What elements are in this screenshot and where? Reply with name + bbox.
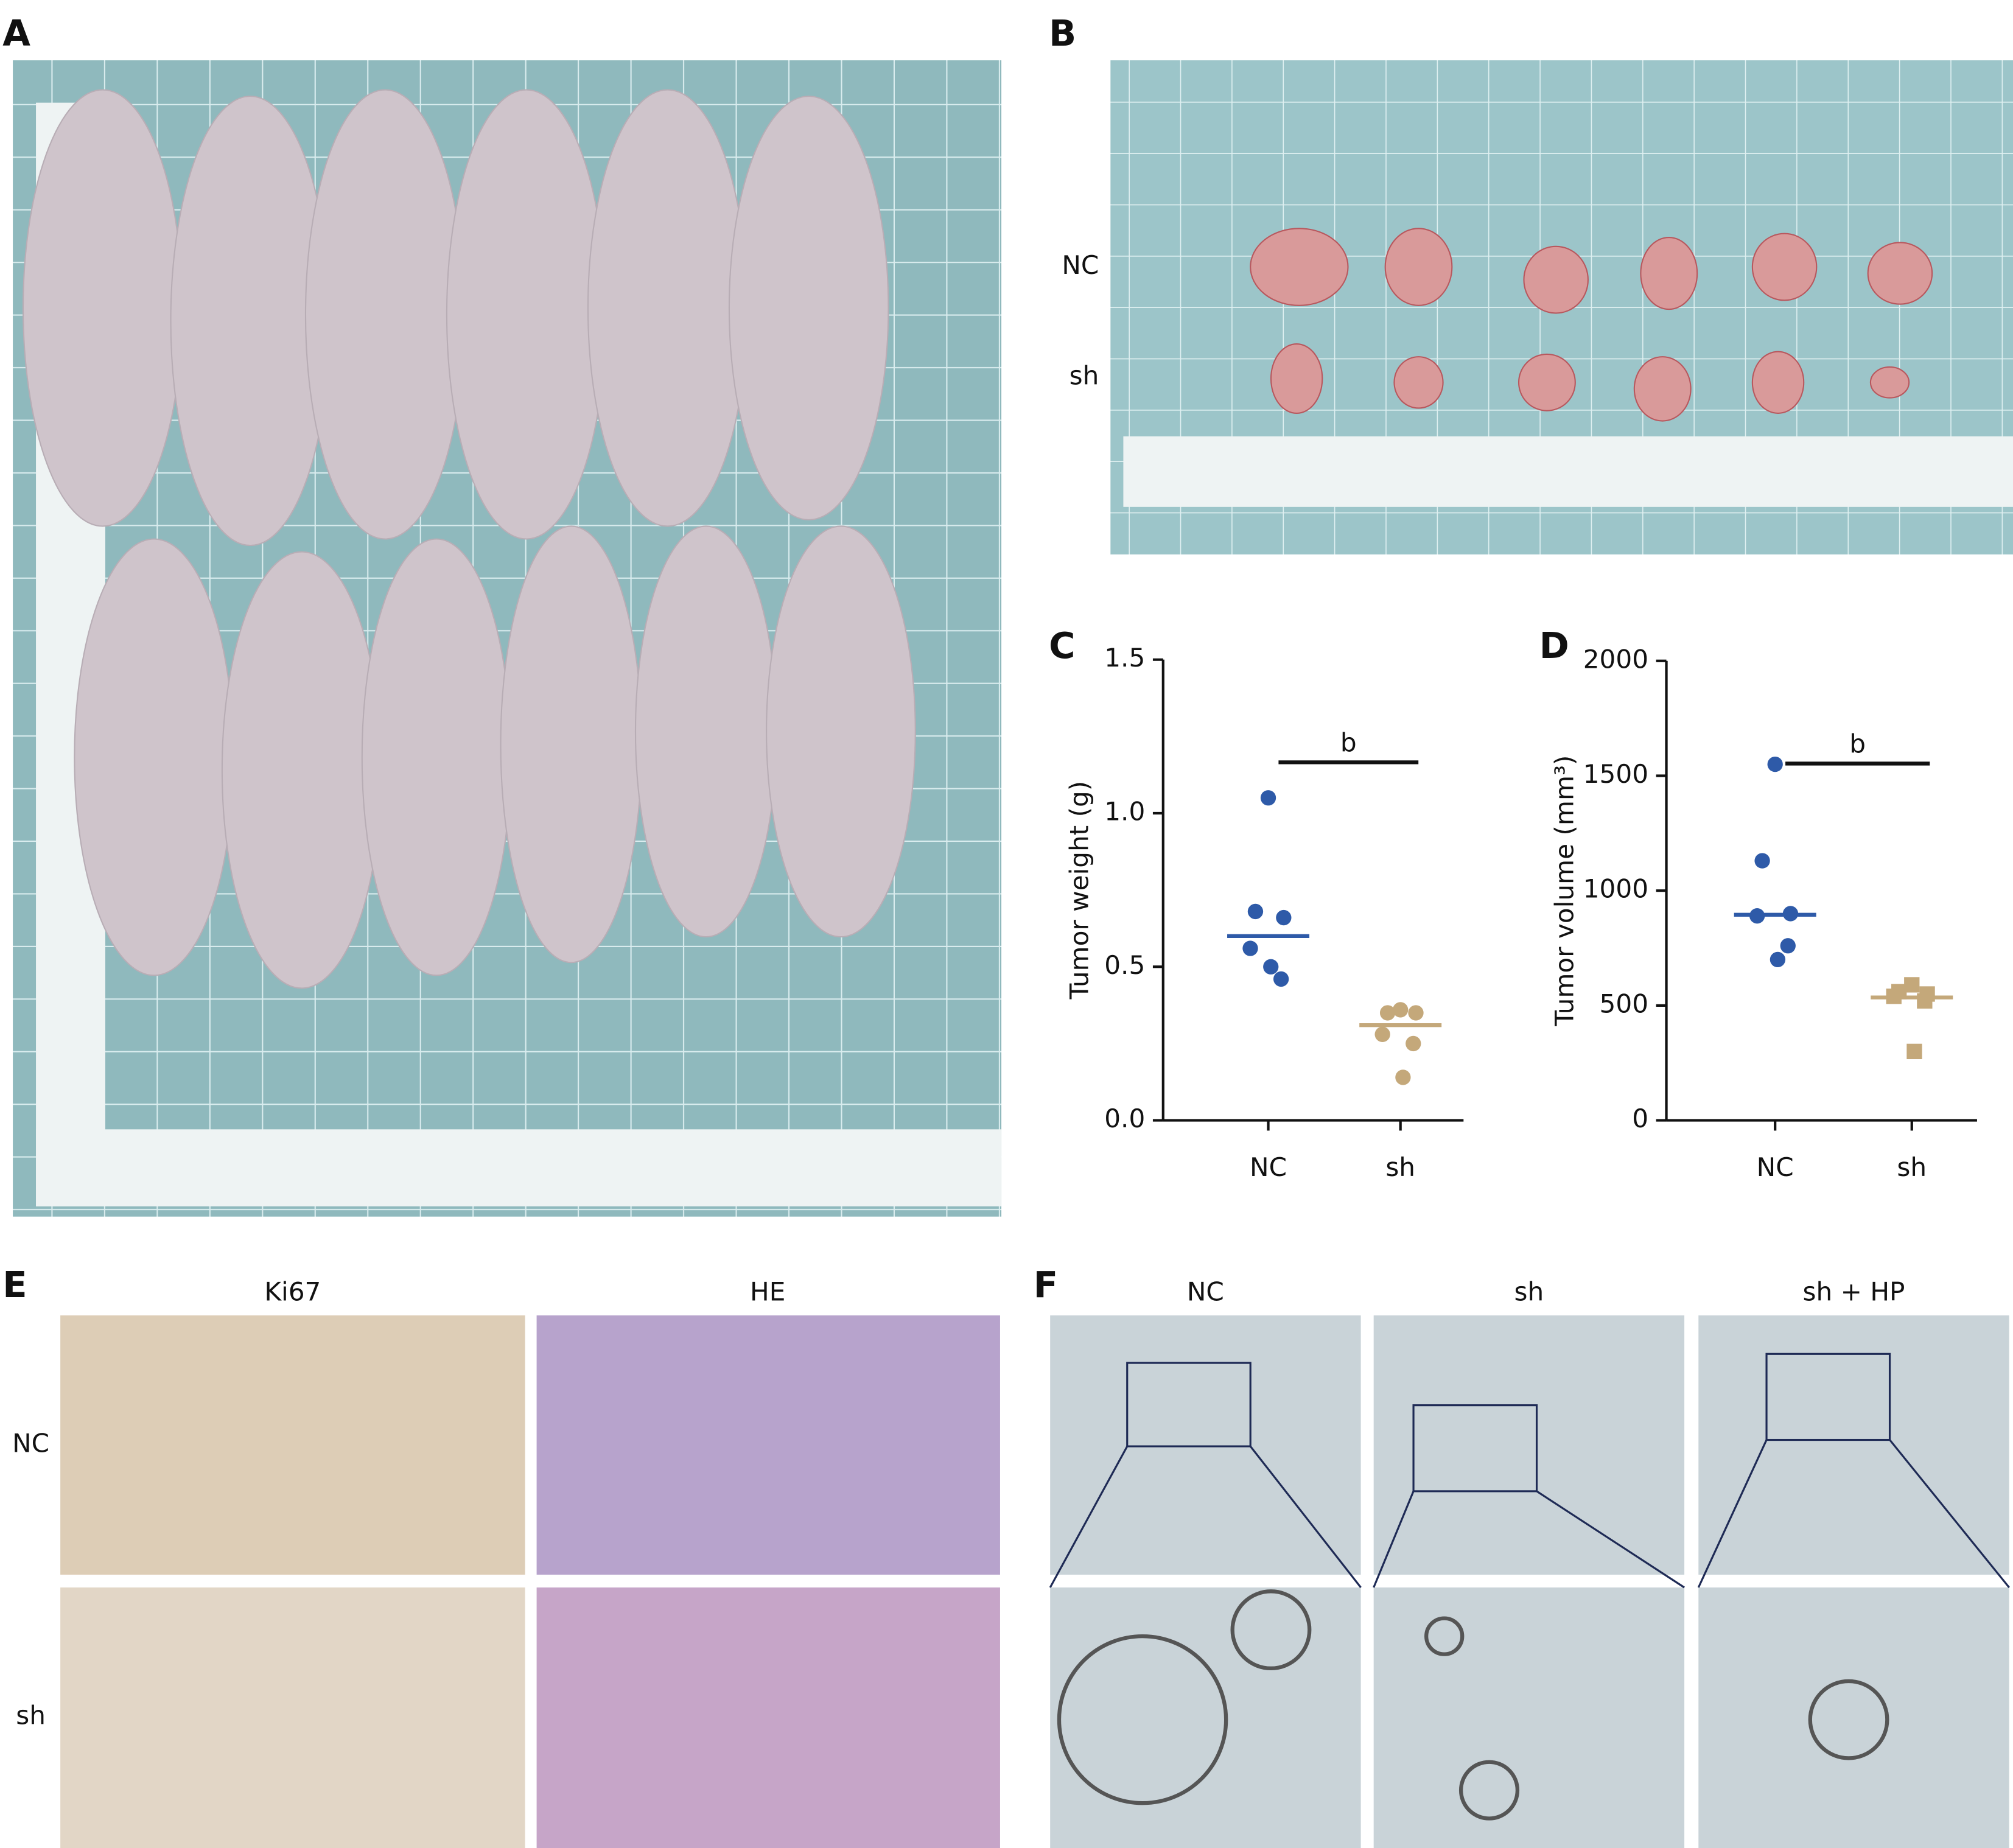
data-point xyxy=(1276,909,1292,926)
panel-label: F xyxy=(1034,1264,1058,1306)
row-label: NC xyxy=(1062,250,1099,280)
photo-e xyxy=(60,1315,1000,1848)
data-point xyxy=(1395,1069,1411,1085)
data-point xyxy=(1374,1026,1390,1042)
photo-f xyxy=(1049,1315,2010,1848)
row-label: NC xyxy=(12,1428,49,1458)
data-point xyxy=(1767,756,1783,772)
data-point xyxy=(1780,938,1796,954)
x-tick-label: NC xyxy=(1250,1152,1287,1182)
y-tick-label: 500 xyxy=(1600,989,1648,1018)
photo-a xyxy=(13,60,1002,1217)
data-point xyxy=(1273,971,1289,987)
significance-label: b xyxy=(1849,729,1866,758)
data-point xyxy=(1379,1005,1396,1021)
y-tick-label: 0.0 xyxy=(1104,1104,1145,1133)
row-label: sh xyxy=(16,1700,46,1730)
y-tick-label: 1000 xyxy=(1583,874,1648,904)
data-point xyxy=(1406,1035,1421,1052)
column-label: NC xyxy=(1187,1277,1224,1307)
panel-label: C xyxy=(1049,625,1075,667)
data-point xyxy=(1770,951,1786,968)
data-point xyxy=(1263,959,1279,975)
row-label: sh xyxy=(1070,360,1099,390)
x-tick-label: NC xyxy=(1757,1152,1794,1182)
data-point xyxy=(1393,1002,1409,1018)
data-point xyxy=(1247,903,1264,920)
data-point xyxy=(1754,853,1770,869)
column-label: sh xyxy=(1514,1277,1544,1307)
y-tick-label: 1.0 xyxy=(1104,796,1145,826)
y-tick-label: 1.5 xyxy=(1104,643,1145,673)
x-tick-label: sh xyxy=(1385,1152,1415,1182)
y-tick-label: 2000 xyxy=(1583,644,1648,674)
y-tick-label: 0.5 xyxy=(1104,950,1145,980)
column-label: Ki67 xyxy=(264,1277,321,1307)
data-point xyxy=(1917,993,1933,1009)
column-label: sh + HP xyxy=(1802,1277,1905,1307)
column-label: HE xyxy=(750,1277,785,1307)
panel-label: B xyxy=(1049,12,1076,54)
y-tick-label: 1500 xyxy=(1583,759,1648,789)
data-point xyxy=(1408,1005,1424,1021)
data-point xyxy=(1242,940,1258,956)
photo-b xyxy=(1110,60,2013,555)
panel-label: D xyxy=(1539,625,1569,667)
data-point xyxy=(1906,1043,1922,1060)
y-axis-label: Tumor volume (mm³) xyxy=(1550,755,1580,1027)
panel-label: E xyxy=(2,1264,27,1306)
y-tick-label: 0 xyxy=(1632,1104,1648,1133)
y-axis-label: Tumor weight (g) xyxy=(1064,781,1094,1000)
panel-label: A xyxy=(2,12,30,54)
significance-label: b xyxy=(1340,727,1357,757)
data-point xyxy=(1260,790,1276,806)
x-tick-label: sh xyxy=(1897,1152,1927,1182)
